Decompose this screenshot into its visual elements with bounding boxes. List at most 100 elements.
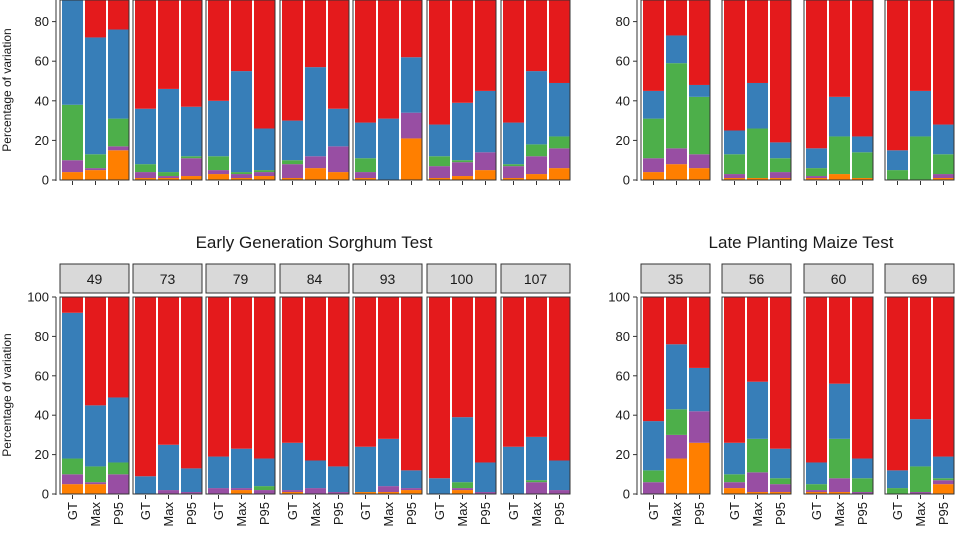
chart-title-sorghum: Early Generation Sorghum Test [196,233,433,252]
bar-segment-genotype [829,96,850,137]
bar-segment-residual [852,0,873,137]
facet-strip [500,263,571,294]
facet-panel: 107 GT Max P95 [500,263,571,527]
panel-border [803,296,874,495]
x-tick-label: GT [358,502,373,520]
chart-3: 0 20 40 60 80 100 35 GT Max P95 56 GT Max P95 60 GT Max P… [608,263,955,527]
panel-border [279,296,350,495]
bar-segment-location [62,160,83,173]
bar-segment-location [231,174,252,179]
bar-segment-gxe [85,154,106,169]
bar-segment-gxe [806,484,827,491]
bar-segment-residual [887,297,908,471]
bar-segment-residual [829,0,850,97]
bar-segment-location [689,154,710,169]
facet-strip-label: 60 [831,271,847,287]
panel-border [132,296,203,495]
bar-segment-replicate [452,176,473,180]
bar-segment-location [806,176,827,179]
bar-segment-gxe [108,462,129,475]
bar-segment-location [475,152,496,171]
bar-segment-genotype [806,462,827,485]
bar-segment-gxe [887,488,908,494]
x-tick-label: P95 [552,502,567,525]
y-tick-label: 80 [616,329,630,344]
chart-0: 0 20 40 60 80 [35,0,571,188]
bar-segment-gxe [208,156,229,171]
bar-segment-replicate [355,178,376,180]
x-tick-label: Max [750,502,765,527]
bar-segment-genotype [181,468,202,493]
panel-border [352,0,423,181]
bar-segment-location [282,164,303,179]
panel-border [59,296,130,495]
bar-segment-residual [378,0,399,119]
bar-segment-residual [401,297,422,471]
y-axis-label-top: Percentage of variation [0,28,14,151]
bar-segment-location [208,170,229,175]
bar-segment-residual [549,0,570,83]
facet-strip [721,263,792,294]
x-tick-label: P95 [936,502,951,525]
bar-segment-residual [328,297,349,467]
bar-segment-residual [933,297,954,457]
bar-segment-replicate [526,174,547,180]
facet-panel: 35 GT Max P95 [640,263,711,527]
bar-segment-genotype [666,35,687,64]
bar-segment-residual [806,0,827,149]
bar-segment-genotype [254,458,275,487]
panel-border [500,0,571,181]
bar-segment-genotype [108,29,129,119]
bar-segment-residual [806,297,827,463]
bar-segment-replicate [328,172,349,180]
bar-segment-genotype [852,136,873,153]
bar-segment-residual [503,297,524,447]
bar-segment-genotype [933,124,954,155]
bar-segment-location [549,148,570,169]
y-tick-label: 40 [616,408,630,423]
panel-border [500,296,571,495]
bar-segment-replicate [85,170,106,180]
bar-segment-location [305,156,326,169]
bar-segment-genotype [328,466,349,493]
bar-segment-gxe [158,172,179,177]
bar-segment-gxe [887,170,908,180]
facet-strip [279,263,350,294]
x-tick-label: Max [529,502,544,527]
bar-segment-residual [85,297,106,406]
facet-strip [640,263,711,294]
bar-segment-residual [181,0,202,107]
bar-segment-residual [181,297,202,469]
bar-segment-replicate [666,164,687,180]
bar-segment-location [135,172,156,179]
bar-segment-gxe [643,118,664,159]
y-tick-label: 0 [623,173,630,188]
facet-strip [426,263,497,294]
bar-segment-gxe [747,128,768,179]
bar-segment-location [254,172,275,177]
bar-segment-replicate [549,168,570,180]
bar-segment-genotype [910,90,931,137]
facet-strip [803,263,874,294]
y-tick-label: 40 [35,93,49,108]
bar-segment-location [108,146,129,151]
bar-segment-location [85,482,106,485]
x-tick-label: P95 [478,502,493,525]
bar-segment-genotype [910,419,931,467]
bar-segment-residual [747,0,768,83]
bar-segment-replicate [254,176,275,180]
bar-segment-genotype [282,442,303,491]
bar-segment-residual [452,297,473,418]
bar-segment-genotype [770,142,791,159]
bar-segment-residual [770,0,791,143]
panel-border [721,296,792,495]
panel-border [59,0,130,181]
facet-strip-label: 49 [87,271,103,287]
bar-segment-genotype [933,456,954,479]
bar-segment-location [108,474,129,494]
y-tick-label: 0 [42,173,49,188]
bar-segment-genotype [401,470,422,489]
bar-segment-location [933,174,954,179]
bar-segment-residual [355,297,376,447]
